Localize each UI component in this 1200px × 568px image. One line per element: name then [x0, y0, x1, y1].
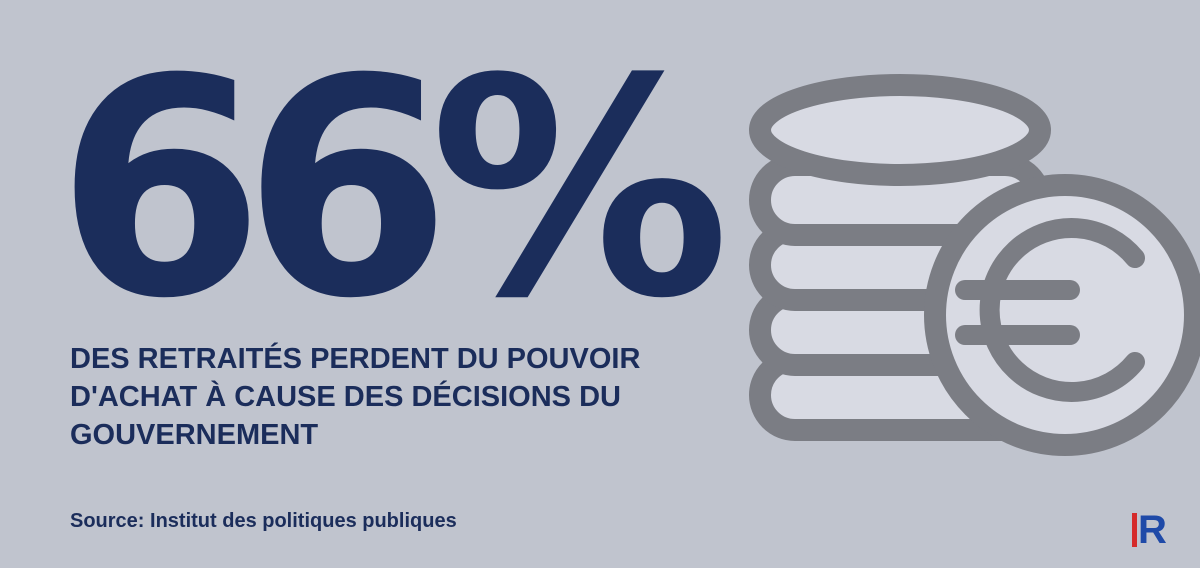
source-citation: Source: Institut des politiques publique… [70, 510, 457, 532]
lr-logo: R [1128, 508, 1170, 552]
euro-symbol [955, 218, 1145, 402]
lr-logo-red-bar [1132, 513, 1137, 547]
coin-top [749, 74, 1051, 186]
headline: DES RETRAITÉS PERDENT DU POUVOIR D'ACHAT… [70, 340, 710, 454]
lr-logo-r: R [1138, 508, 1167, 552]
headline-line-3: GOUVERNEMENT [70, 419, 319, 451]
headline-line-1: DES RETRAITÉS PERDENT DU POUVOIR [70, 343, 641, 375]
stat-percentage: 66% [56, 15, 730, 364]
headline-line-2: D'ACHAT À CAUSE DES DÉCISIONS DU [70, 381, 621, 413]
euro-coin-stack-icon [749, 74, 1200, 456]
